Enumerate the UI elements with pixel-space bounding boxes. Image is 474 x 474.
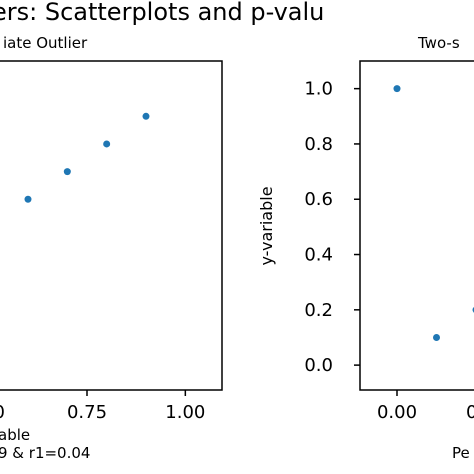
figure-suptitle: ers: Scatterplots and p-valu xyxy=(0,0,324,26)
right-y-ticks: 0.0 0.2 0.4 0.6 0.8 1.0 xyxy=(304,79,360,376)
right-axes-frame xyxy=(359,60,474,391)
left-scatter-point xyxy=(24,195,32,203)
right-y-axis-label: y-variable xyxy=(257,186,276,265)
left-x-tick-label: 0 xyxy=(0,402,5,423)
left-x-axis-label: able xyxy=(0,426,30,444)
left-subplot: iate Outlier 0.75 1.00 0 able 9 & r1=0.04 xyxy=(0,34,223,462)
right-x-ticks: 0.00 0 xyxy=(377,390,474,423)
left-caption: 9 & r1=0.04 xyxy=(0,444,90,462)
right-y-tick-label: 1.0 xyxy=(304,79,333,100)
right-y-tick-label: 0.8 xyxy=(304,134,333,155)
right-y-tick-label: 0.2 xyxy=(304,300,333,321)
right-x-tick-label: 0.00 xyxy=(377,402,417,423)
left-scatter-point xyxy=(103,140,111,148)
right-scatter-point xyxy=(393,85,401,93)
left-x-tick-label: 0.75 xyxy=(67,402,107,423)
right-x-tick-label: 0 xyxy=(466,402,474,423)
right-y-tick-label: 0.6 xyxy=(304,189,333,210)
right-scatter-point xyxy=(433,333,440,341)
right-subplot: Two-s 0.0 0.2 0.4 0.6 0.8 1.0 0.00 0 y-variabl… xyxy=(257,34,474,462)
left-x-ticks: 0.75 1.00 0 xyxy=(0,390,205,423)
left-points xyxy=(24,112,150,203)
right-y-tick-label: 0.0 xyxy=(304,355,333,376)
right-points xyxy=(393,85,474,341)
left-subplot-title: iate Outlier xyxy=(3,34,88,52)
left-scatter-point xyxy=(142,112,150,120)
left-x-tick-label: 1.00 xyxy=(165,402,205,423)
left-axes-frame xyxy=(0,60,223,391)
left-scatter-point xyxy=(63,168,71,176)
right-subplot-title: Two-s xyxy=(417,34,460,52)
right-x-axis-label: Pe xyxy=(452,444,470,462)
right-y-tick-label: 0.4 xyxy=(304,245,333,266)
